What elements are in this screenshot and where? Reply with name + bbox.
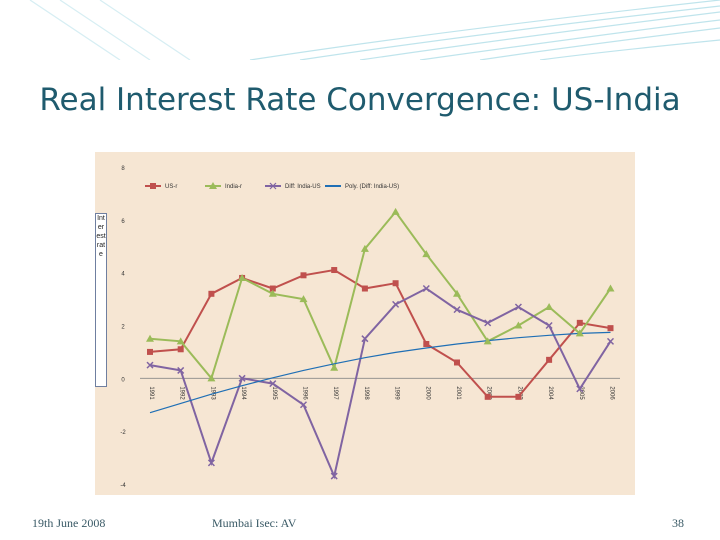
data-point-us: [607, 325, 614, 332]
data-point-diff: [299, 401, 308, 409]
data-point-diff: [330, 472, 338, 480]
data-point-india: [422, 250, 431, 258]
series-line-3: [149, 331, 611, 414]
footer-date: 19th June 2008: [32, 516, 106, 530]
data-point-us: [515, 393, 522, 400]
legend-label: Diff: India-US: [285, 184, 321, 190]
data-point-us: [208, 290, 215, 297]
y-axis-ticks: 8 6 4 2 0 -2 -4: [120, 166, 126, 489]
x-tick-label: 1992: [179, 386, 185, 400]
x-tick-label: 2006: [609, 386, 615, 400]
data-point-india: [268, 289, 277, 297]
data-point-diff: [269, 380, 277, 388]
data-point-india: [299, 295, 308, 303]
y-tick-label: 2: [121, 325, 125, 331]
data-point-diff: [484, 319, 492, 327]
slide-title: Real Interest Rate Convergence: US-India: [39, 82, 681, 118]
data-point-diff: [576, 385, 584, 393]
data-point-us: [546, 356, 553, 363]
x-tick-label: 2001: [455, 386, 461, 400]
data-point-us: [576, 319, 583, 326]
legend-item: India-r: [205, 182, 242, 190]
data-point-us: [392, 280, 399, 287]
y-tick-label: 4: [121, 272, 125, 278]
x-tick-label: 1995: [271, 386, 277, 400]
data-point-diff: [392, 300, 400, 308]
data-point-diff: [361, 335, 369, 343]
x-tick-label: 2005: [578, 386, 584, 400]
x-tick-label: 1997: [332, 386, 338, 400]
legend-label: US-r: [165, 184, 177, 190]
y-tick-label: 8: [121, 166, 125, 172]
header-decoration: [0, 0, 720, 60]
x-tick-label: 2004: [547, 386, 553, 400]
chart-area: US-r India-r Diff: India-US Poly. (Diff: In…: [95, 152, 635, 495]
data-point-us: [361, 285, 368, 292]
data-point-us: [147, 348, 153, 355]
y-axis-label: Interest rate: [95, 213, 107, 387]
data-point-us: [300, 272, 307, 279]
data-point-us: [484, 393, 491, 400]
x-tick-label: 1999: [394, 386, 400, 400]
data-point-india: [360, 244, 369, 252]
data-point-india: [483, 337, 492, 345]
series-lines: [149, 210, 612, 480]
line-chart: US-r India-r Diff: India-US Poly. (Diff: In…: [95, 152, 635, 495]
data-point-diff: [146, 361, 154, 369]
x-tick-label: 1998: [363, 386, 369, 400]
data-point-us: [454, 359, 460, 366]
legend-item: US-r: [145, 183, 177, 190]
data-point-diff: [422, 284, 430, 293]
legend-item: Poly. (Diff: India-US): [325, 184, 399, 190]
x-tick-label: 2002: [486, 386, 492, 400]
data-point-us: [269, 285, 276, 292]
data-point-diff: [238, 374, 246, 382]
data-point-india: [575, 329, 584, 337]
data-point-us: [331, 267, 338, 274]
footer-event: Mumbai Isec: AV: [212, 516, 297, 530]
data-point-india: [606, 284, 615, 292]
data-point-india: [514, 321, 523, 329]
x-tick-label: 2000: [424, 386, 430, 400]
data-point-india: [330, 363, 339, 371]
data-point-india: [545, 303, 554, 311]
data-point-india: [146, 334, 154, 342]
x-tick-label: 2003: [516, 386, 522, 400]
x-tick-label: 1994: [240, 386, 246, 400]
data-point-india: [238, 273, 247, 281]
legend-item: Diff: India-US: [265, 182, 321, 190]
x-tick-label: 1991: [148, 386, 154, 400]
page-number: 38: [672, 516, 684, 530]
data-point-us: [423, 340, 430, 347]
data-point-india: [176, 337, 185, 345]
y-tick-label: -4: [120, 483, 126, 489]
data-point-diff: [514, 303, 522, 311]
legend-label: India-r: [225, 184, 242, 190]
data-point-india: [391, 207, 400, 215]
data-point-us: [177, 346, 184, 353]
series-markers: [146, 207, 615, 480]
legend-label: Poly. (Diff: India-US): [345, 184, 399, 190]
data-point-india: [453, 289, 461, 297]
y-tick-label: 6: [121, 219, 125, 225]
x-tick-label: 1996: [302, 386, 308, 400]
data-point-diff: [453, 306, 461, 314]
data-point-diff: [606, 337, 615, 345]
y-tick-label: -2: [120, 430, 126, 436]
data-point-diff: [177, 366, 185, 374]
series-line-0: [149, 268, 611, 398]
data-point-diff: [207, 459, 215, 467]
series-line-2: [149, 287, 612, 480]
x-axis-ticks: 1991 1992 1993 1994 1995 1996 1997 1998 1999 2000…: [148, 386, 615, 400]
data-point-diff: [545, 321, 553, 330]
data-point-india: [207, 374, 216, 382]
chart-legend: US-r India-r Diff: India-US Poly. (Diff: In…: [145, 182, 399, 190]
y-tick-label: 0: [121, 377, 125, 383]
